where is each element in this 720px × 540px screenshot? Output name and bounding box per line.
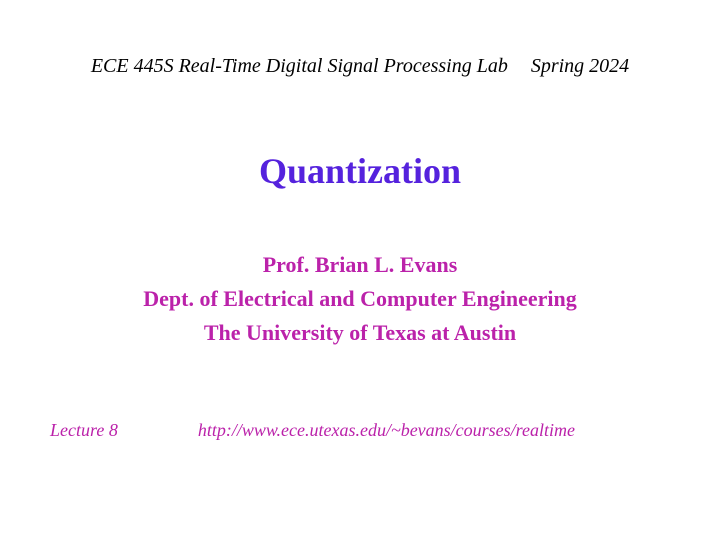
course-url: http://www.ece.utexas.edu/~bevans/course… bbox=[198, 420, 575, 441]
course-name: ECE 445S Real-Time Digital Signal Proces… bbox=[91, 55, 508, 77]
author-university: The University of Texas at Austin bbox=[0, 316, 720, 350]
slide-title: Quantization bbox=[0, 150, 720, 192]
course-term: Spring 2024 bbox=[531, 55, 629, 77]
slide-title-page: ECE 445S Real-Time Digital Signal Proces… bbox=[0, 0, 720, 540]
author-dept: Dept. of Electrical and Computer Enginee… bbox=[0, 282, 720, 316]
footer: Lecture 8 http://www.ece.utexas.edu/~bev… bbox=[50, 420, 680, 441]
header-line: ECE 445S Real-Time Digital Signal Proces… bbox=[0, 55, 720, 78]
lecture-number: Lecture 8 bbox=[50, 420, 118, 441]
author-block: Prof. Brian L. Evans Dept. of Electrical… bbox=[0, 248, 720, 350]
author-name: Prof. Brian L. Evans bbox=[0, 248, 720, 282]
